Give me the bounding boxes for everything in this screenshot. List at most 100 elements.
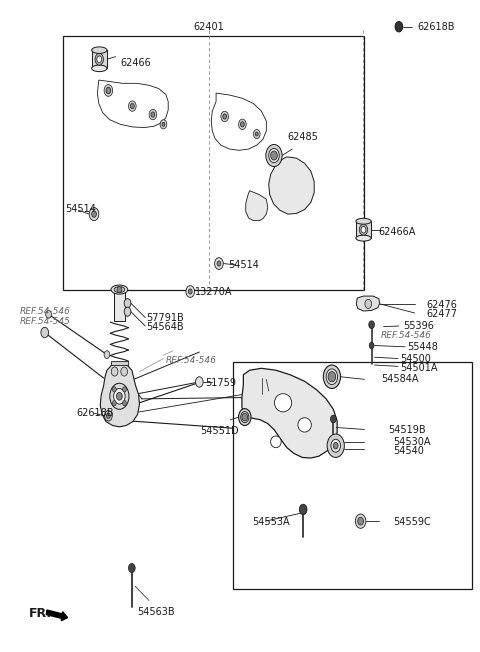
Text: 54584A: 54584A [381,374,419,384]
Ellipse shape [356,218,371,224]
Circle shape [162,123,165,126]
Circle shape [46,310,51,318]
Text: 54540: 54540 [393,446,424,456]
Circle shape [104,85,113,96]
Circle shape [114,389,125,404]
Circle shape [221,111,228,122]
Text: 54563B: 54563B [137,607,175,617]
Circle shape [331,439,340,452]
Ellipse shape [111,285,128,294]
Circle shape [112,387,116,392]
Ellipse shape [323,365,340,389]
Circle shape [240,122,244,127]
Text: 62476: 62476 [427,299,457,310]
Circle shape [41,327,48,338]
Text: 55396: 55396 [403,321,433,331]
Circle shape [89,207,99,220]
Ellipse shape [298,418,312,432]
Polygon shape [242,368,337,458]
Circle shape [117,393,122,400]
Circle shape [242,413,248,421]
Circle shape [149,110,157,120]
Circle shape [217,261,221,266]
Circle shape [92,211,96,217]
Bar [356,221,371,238]
Ellipse shape [269,149,279,163]
Ellipse shape [239,409,251,426]
Text: 54530A: 54530A [393,437,431,447]
Circle shape [124,307,131,316]
Circle shape [111,367,118,376]
Circle shape [124,299,131,308]
Circle shape [300,504,307,514]
Ellipse shape [92,65,107,72]
Text: 54514: 54514 [228,260,259,270]
Circle shape [186,286,194,297]
Ellipse shape [95,53,104,65]
Text: 51759: 51759 [205,378,237,387]
Circle shape [195,377,203,387]
Text: 54514: 54514 [65,204,96,214]
Circle shape [105,411,112,421]
Polygon shape [97,80,168,128]
Circle shape [253,130,260,139]
Bar [233,362,472,589]
Circle shape [121,367,128,376]
Polygon shape [269,157,314,214]
Text: 62485: 62485 [288,132,319,142]
Circle shape [151,112,155,117]
Ellipse shape [275,394,292,412]
Circle shape [117,286,122,293]
Text: 57791B: 57791B [147,312,184,323]
Circle shape [369,342,374,349]
Ellipse shape [356,235,371,241]
Ellipse shape [359,224,368,235]
Circle shape [271,151,277,160]
Ellipse shape [326,369,337,385]
Circle shape [395,22,403,32]
Circle shape [107,413,110,419]
Text: 55448: 55448 [408,342,438,352]
Circle shape [110,383,129,409]
Polygon shape [246,190,268,220]
Circle shape [104,351,110,359]
Circle shape [330,415,336,423]
Circle shape [160,120,167,129]
Circle shape [122,400,126,406]
Circle shape [355,514,366,528]
Polygon shape [84,53,306,231]
Text: 54500: 54500 [400,353,431,364]
Circle shape [215,258,223,269]
Text: FR.: FR. [28,607,51,620]
Text: 54559C: 54559C [393,518,431,527]
Bar [111,361,128,365]
Bar [114,289,125,321]
Circle shape [328,372,336,382]
Circle shape [122,387,126,392]
Circle shape [255,132,258,136]
Circle shape [333,443,338,449]
Ellipse shape [240,411,249,422]
Text: 13270A: 13270A [194,287,232,297]
Text: 54519B: 54519B [388,425,426,435]
Ellipse shape [92,47,107,53]
Circle shape [369,321,374,329]
Text: 62618B: 62618B [76,408,114,417]
Text: 54551D: 54551D [200,426,239,436]
Text: REF.54-546: REF.54-546 [381,331,432,340]
Polygon shape [100,363,140,427]
Circle shape [327,434,344,458]
Text: REF.54-545: REF.54-545 [20,317,71,326]
Circle shape [358,517,363,525]
Circle shape [223,114,227,119]
Circle shape [365,299,372,308]
Polygon shape [356,296,380,311]
Circle shape [188,289,192,294]
Bar [63,37,364,290]
Circle shape [112,400,116,406]
FancyArrow shape [47,610,68,621]
Text: 62466A: 62466A [379,227,416,237]
Text: 62466: 62466 [120,57,151,68]
Text: 54564B: 54564B [147,321,184,332]
Circle shape [97,56,102,63]
